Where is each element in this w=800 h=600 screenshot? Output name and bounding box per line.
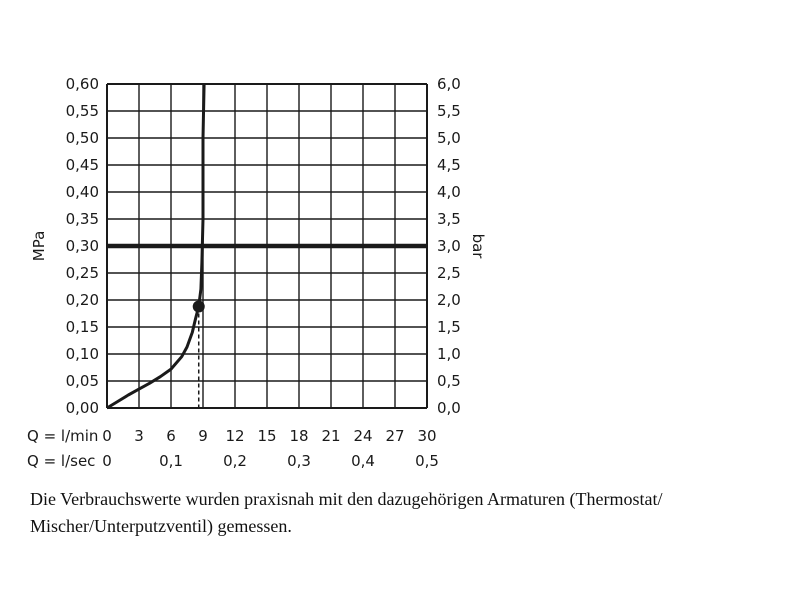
x-lsec-tick-label: 0: [102, 452, 112, 470]
y-right-tick-label: 5,0: [437, 129, 461, 147]
x-lmin-tick-label: 18: [289, 427, 308, 445]
y-right-tick-label: 1,0: [437, 345, 461, 363]
y-right-tick-label: 0,0: [437, 399, 461, 417]
y-left-tick-label: 0,05: [66, 372, 99, 390]
y-left-tick-label: 0,40: [66, 183, 99, 201]
y-axis-right-ticks: 0,0 0,5 1,0 1,5 2,0 2,5 3,0 3,5 4,0 4,5 5,0 5,5 6,0: [437, 75, 461, 417]
y-left-tick-label: 0,20: [66, 291, 99, 309]
x-lmin-tick-label: 30: [417, 427, 436, 445]
y-right-tick-label: 5,5: [437, 102, 461, 120]
y-left-tick-label: 0,50: [66, 129, 99, 147]
y-right-tick-label: 4,5: [437, 156, 461, 174]
y-right-tick-label: 0,5: [437, 372, 461, 390]
y-axis-right-label: bar: [469, 234, 487, 260]
y-left-tick-label: 0,15: [66, 318, 99, 336]
caption-line-1: Die Verbrauchswerte wurden praxisnah mit…: [30, 489, 663, 509]
x-lmin-tick-label: 27: [385, 427, 404, 445]
x-lmin-tick-label: 0: [102, 427, 112, 445]
x-lsec-tick-label: 0,2: [223, 452, 247, 470]
y-left-tick-label: 0,25: [66, 264, 99, 282]
x-lmin-tick-label: 15: [257, 427, 276, 445]
x-lmin-tick-label: 21: [321, 427, 340, 445]
y-right-tick-label: 2,5: [437, 264, 461, 282]
x-lsec-tick-label: 0,4: [351, 452, 375, 470]
y-right-tick-label: 3,0: [437, 237, 461, 255]
y-left-tick-label: 0,00: [66, 399, 99, 417]
y-left-tick-label: 0,10: [66, 345, 99, 363]
y-axis-left-ticks: 0,00 0,05 0,10 0,15 0,20 0,25 0,30 0,35 0,40 0,45…: [66, 75, 99, 417]
series-line: [106, 83, 206, 410]
x-lmin-tick-label: 9: [198, 427, 208, 445]
operating-point-marker: [192, 300, 205, 313]
x-lmin-tick-label: 3: [134, 427, 144, 445]
y-left-tick-label: 0,45: [66, 156, 99, 174]
y-left-tick-label: 0,30: [66, 237, 99, 255]
x-lsec-tick-label: 0,5: [415, 452, 439, 470]
x-axis-lsec-ticks: 0 0,1 0,2 0,3 0,4 0,5: [102, 452, 439, 470]
x-axis-lmin-ticks: 0 3 6 9 12 15 18 21 24 27 30: [102, 427, 436, 445]
caption: Die Verbrauchswerte wurden praxisnah mit…: [30, 486, 770, 540]
y-axis-left-label: MPa: [30, 231, 48, 262]
y-right-tick-label: 1,5: [437, 318, 461, 336]
y-left-tick-label: 0,60: [66, 75, 99, 93]
y-right-tick-label: 3,5: [437, 210, 461, 228]
x-lsec-tick-label: 0,3: [287, 452, 311, 470]
x-lmin-tick-label: 12: [225, 427, 244, 445]
x-lmin-tick-label: 24: [353, 427, 372, 445]
x-lmin-tick-label: 6: [166, 427, 176, 445]
y-right-tick-label: 2,0: [437, 291, 461, 309]
y-right-tick-label: 6,0: [437, 75, 461, 93]
x-axis-lsec-label: Q = l/sec: [27, 452, 95, 470]
pressure-flow-chart: 0,000,050,100,150,200,250,300,350,400,45…: [27, 75, 487, 470]
y-left-tick-label: 0,35: [66, 210, 99, 228]
x-axis-lmin-label: Q = l/min: [27, 427, 98, 445]
y-left-tick-label: 0,55: [66, 102, 99, 120]
y-right-tick-label: 4,0: [437, 183, 461, 201]
caption-line-2: Mischer/Unterputzventil) gemessen.: [30, 516, 292, 536]
x-lsec-tick-label: 0,1: [159, 452, 183, 470]
